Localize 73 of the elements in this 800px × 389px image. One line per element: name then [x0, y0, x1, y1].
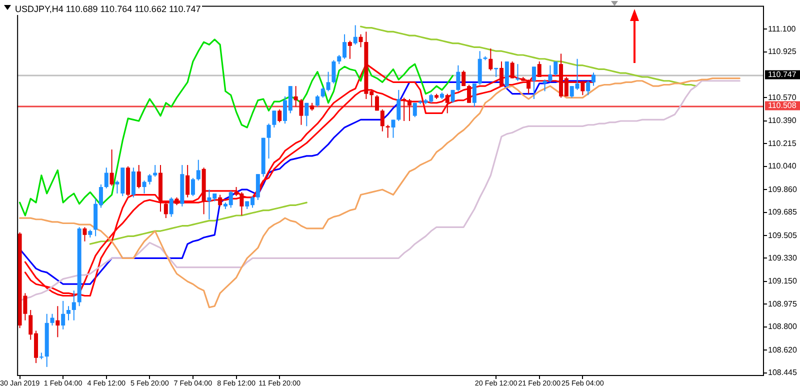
candlestick	[402, 97, 406, 122]
candlestick	[61, 300, 66, 330]
candlestick	[56, 306, 60, 338]
candlestick	[196, 159, 200, 182]
chart-title: USDJPY,H4 110.689 110.764 110.662 110.747	[14, 4, 202, 15]
candlestick	[472, 82, 476, 108]
y-tick-label: 110.390	[768, 116, 797, 126]
candlestick	[353, 24, 358, 46]
candlestick	[462, 70, 466, 87]
candlestick	[548, 64, 552, 83]
candlestick	[580, 80, 585, 96]
candlestick	[526, 79, 531, 94]
candlestick	[304, 102, 309, 127]
candlestick	[386, 124, 390, 138]
ref-line-label: 110.747	[768, 70, 797, 79]
candlestick	[186, 164, 190, 198]
candlestick	[278, 108, 282, 123]
candlestick	[294, 86, 298, 108]
y-tick-label: 109.330	[768, 253, 798, 262]
y-tick-label: 108.975	[768, 299, 798, 308]
y-tick-label: 108.800	[768, 322, 798, 332]
candlestick	[142, 180, 146, 194]
candlestick	[131, 167, 136, 198]
y-tick-label: 111.100	[768, 24, 796, 34]
candlestick	[407, 98, 412, 122]
candlestick	[82, 226, 87, 242]
candlestick	[348, 40, 352, 60]
candlestick	[299, 98, 304, 126]
candlestick	[542, 79, 547, 92]
candlestick	[450, 89, 455, 104]
y-tick-label: 110.040	[768, 162, 797, 171]
y-tick-label: 108.445	[768, 368, 798, 377]
candlestick	[380, 108, 384, 132]
candlestick	[445, 93, 450, 114]
candlestick	[164, 200, 168, 219]
candlestick	[396, 89, 401, 122]
y-tick-label: 108.620	[768, 345, 798, 354]
candlestick	[467, 84, 472, 104]
candlestick	[110, 148, 114, 186]
candlestick	[412, 102, 417, 118]
y-tick-label: 109.150	[768, 276, 798, 286]
y-tick-label: 109.860	[768, 184, 798, 194]
candlestick	[136, 164, 141, 189]
candlestick	[153, 164, 158, 178]
candlestick	[148, 174, 152, 185]
candlestick	[456, 64, 460, 92]
y-tick-label: 109.505	[768, 230, 798, 240]
y-tick-label: 110.215	[768, 138, 797, 148]
y-tick-label: 110.570	[768, 92, 797, 102]
candlestick	[169, 196, 174, 218]
candlestick	[554, 60, 558, 76]
candlestick	[104, 167, 108, 189]
candlestick	[537, 60, 542, 78]
candlestick	[488, 48, 493, 72]
candlestick	[510, 60, 514, 79]
candlestick	[391, 119, 396, 138]
candlestick	[532, 66, 536, 100]
candlestick	[72, 290, 76, 321]
candlestick	[315, 94, 320, 108]
candlestick	[499, 60, 504, 87]
candlestick	[50, 313, 54, 326]
candlestick	[66, 306, 70, 321]
y-tick-label: 110.925	[768, 46, 797, 56]
candlestick	[375, 94, 380, 112]
candlestick	[256, 174, 260, 200]
candlestick	[358, 34, 363, 48]
candlestick	[190, 177, 195, 197]
y-tick-label: 109.685	[768, 207, 798, 216]
candlestick	[266, 123, 271, 160]
candlestick	[272, 110, 276, 128]
candlestick	[332, 60, 336, 84]
ref-line-label: 110.508	[768, 100, 797, 110]
candlestick	[218, 194, 222, 207]
